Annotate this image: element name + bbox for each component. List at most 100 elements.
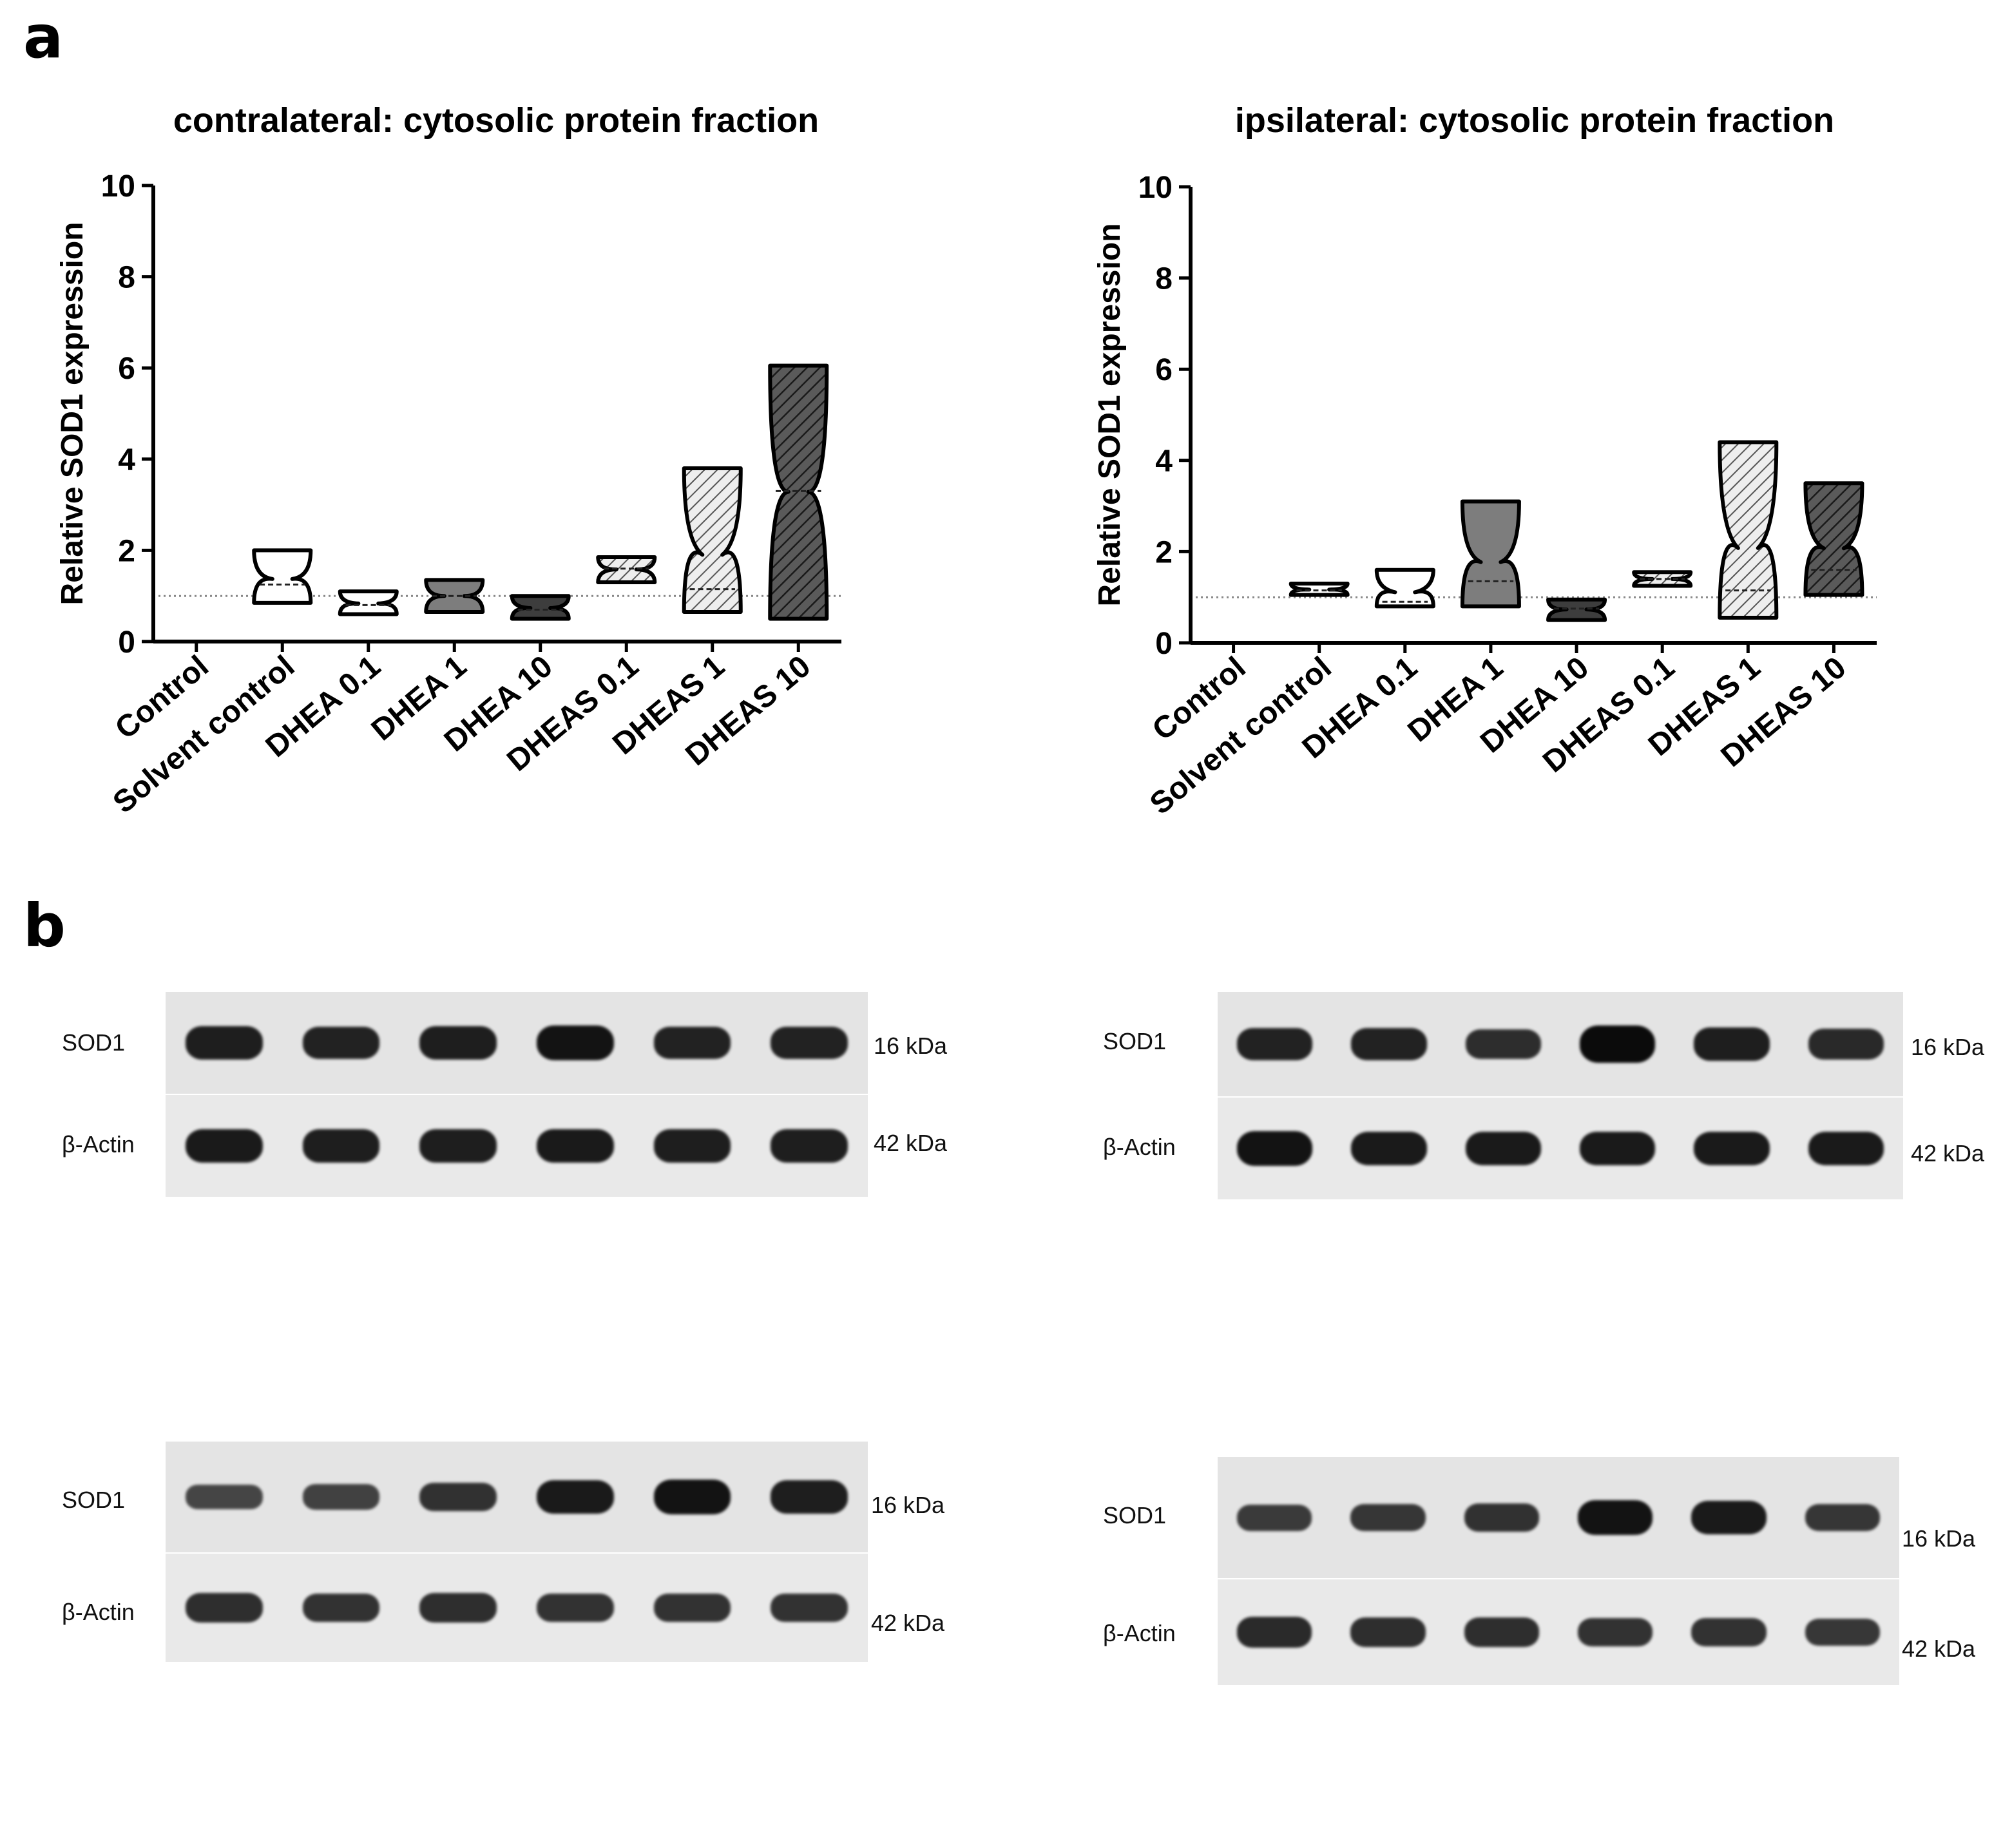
actin-band bbox=[536, 1129, 614, 1163]
kda-label: 42 kDa bbox=[1911, 1140, 1985, 1167]
sod1-band bbox=[1465, 1029, 1541, 1060]
y-tick-label: 4 bbox=[118, 443, 135, 477]
sod1-band bbox=[419, 1026, 497, 1060]
sod1-label: SOD1 bbox=[62, 1487, 126, 1513]
actin-label: β-Actin bbox=[62, 1131, 135, 1157]
actin-band bbox=[1350, 1617, 1426, 1648]
actin-band bbox=[536, 1593, 614, 1623]
actin-strip bbox=[1218, 1098, 1903, 1199]
blot-image bbox=[166, 1442, 868, 1662]
chart-title: contralateral: cytosolic protein fractio… bbox=[173, 101, 819, 140]
kda-label: 42 kDa bbox=[871, 1610, 945, 1636]
actin-label: β-Actin bbox=[62, 1599, 135, 1625]
actin-band bbox=[1577, 1617, 1653, 1647]
violin-6 bbox=[682, 466, 743, 614]
sod1-band bbox=[185, 1026, 263, 1060]
violin-3 bbox=[1460, 499, 1521, 609]
violin-2 bbox=[338, 589, 399, 616]
sod1-strip bbox=[1218, 1457, 1899, 1578]
sod1-band bbox=[536, 1025, 614, 1061]
sod1-band bbox=[1694, 1027, 1770, 1061]
kda-label: 16 kDa bbox=[1911, 1034, 1985, 1060]
sod1-band bbox=[653, 1027, 731, 1059]
violin-4 bbox=[510, 594, 571, 621]
sod1-band bbox=[1236, 1504, 1312, 1531]
actin-band bbox=[1236, 1617, 1312, 1648]
violin-1 bbox=[1289, 581, 1350, 597]
kda-label: 42 kDa bbox=[874, 1130, 948, 1156]
actin-strip bbox=[166, 1554, 868, 1662]
y-tick-label: 6 bbox=[1155, 353, 1173, 387]
panel-a-label: a bbox=[23, 3, 64, 71]
sod1-band bbox=[536, 1480, 614, 1514]
sod1-band bbox=[1691, 1500, 1767, 1535]
y-tick-label: 2 bbox=[1155, 535, 1173, 569]
actin-band bbox=[419, 1592, 497, 1623]
kda-label: 16 kDa bbox=[1902, 1525, 1976, 1552]
violin-3 bbox=[424, 578, 485, 614]
ipsilateral-chart: ipsilateral: cytosolic protein fraction R… bbox=[1093, 101, 1877, 821]
sod1-band bbox=[302, 1484, 380, 1510]
y-tick-label: 2 bbox=[118, 534, 135, 568]
blot-image bbox=[1218, 1457, 1899, 1685]
sod1-band bbox=[1577, 1500, 1653, 1536]
y-tick-label: 4 bbox=[1155, 444, 1173, 479]
sod1-band bbox=[1805, 1503, 1881, 1532]
y-tick-label: 0 bbox=[118, 625, 135, 660]
actin-band bbox=[1580, 1131, 1656, 1166]
chart-title: ipsilateral: cytosolic protein fraction bbox=[1235, 101, 1834, 140]
sod1-band bbox=[1350, 1503, 1426, 1532]
sod1-band bbox=[1580, 1025, 1656, 1063]
violin-charts: contralateral: cytosolic protein fractio… bbox=[55, 101, 1877, 821]
actin-band bbox=[771, 1593, 848, 1623]
actin-band bbox=[1805, 1618, 1881, 1646]
sod1-strip bbox=[1218, 992, 1903, 1096]
actin-band bbox=[1351, 1131, 1427, 1166]
sod1-strip bbox=[166, 1442, 868, 1552]
actin-band bbox=[1465, 1131, 1541, 1166]
violin-6 bbox=[1718, 440, 1779, 620]
violin-7 bbox=[768, 363, 829, 621]
actin-band bbox=[1691, 1617, 1767, 1647]
actin-band bbox=[1237, 1130, 1313, 1167]
violin-4 bbox=[1546, 597, 1607, 622]
y-axis-label: Relative SOD1 expression bbox=[1093, 224, 1127, 607]
violin-1 bbox=[252, 548, 313, 605]
violin-2 bbox=[1374, 567, 1435, 609]
sod1-band bbox=[1351, 1028, 1427, 1060]
actin-label: β-Actin bbox=[1103, 1134, 1176, 1160]
y-axis-label: Relative SOD1 expression bbox=[55, 222, 90, 605]
y-tick-label: 6 bbox=[118, 352, 135, 386]
actin-strip bbox=[1218, 1579, 1899, 1685]
y-tick-label: 8 bbox=[118, 261, 135, 295]
y-tick-label: 8 bbox=[1155, 262, 1173, 296]
actin-band bbox=[185, 1592, 263, 1623]
violin-5 bbox=[596, 555, 657, 584]
contralateral-chart: contralateral: cytosolic protein fractio… bbox=[55, 101, 841, 820]
sod1-label: SOD1 bbox=[1103, 1502, 1167, 1529]
y-tick-label: 10 bbox=[1138, 171, 1173, 205]
actin-band bbox=[653, 1129, 731, 1163]
actin-band bbox=[1808, 1131, 1884, 1166]
actin-band bbox=[302, 1129, 380, 1163]
sod1-band bbox=[185, 1485, 263, 1509]
sod1-band bbox=[419, 1482, 497, 1512]
actin-label: β-Actin bbox=[1103, 1620, 1176, 1646]
blot-image bbox=[166, 992, 868, 1197]
sod1-band bbox=[653, 1479, 731, 1515]
actin-band bbox=[419, 1129, 497, 1163]
sod1-strip bbox=[166, 992, 868, 1094]
actin-band bbox=[185, 1129, 263, 1163]
sod1-band bbox=[1237, 1028, 1313, 1060]
kda-label: 16 kDa bbox=[874, 1033, 948, 1059]
sod1-band bbox=[771, 1027, 848, 1059]
y-tick-label: 0 bbox=[1155, 627, 1173, 661]
sod1-band bbox=[302, 1027, 380, 1059]
sod1-band bbox=[1808, 1029, 1884, 1060]
sod1-band bbox=[771, 1480, 848, 1514]
kda-label: 16 kDa bbox=[871, 1492, 945, 1518]
blot-image bbox=[1218, 992, 1903, 1199]
sod1-label: SOD1 bbox=[62, 1029, 126, 1056]
actin-band bbox=[653, 1593, 731, 1623]
actin-band bbox=[1694, 1131, 1770, 1166]
